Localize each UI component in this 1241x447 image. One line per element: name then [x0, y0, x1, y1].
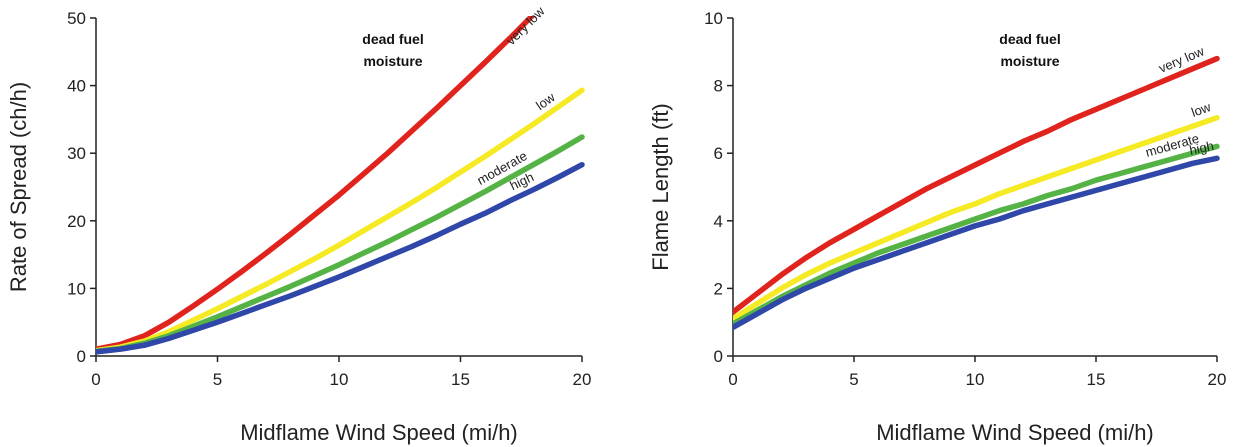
annotation-line: dead fuel: [362, 31, 423, 47]
y-tick-label: 10: [704, 9, 723, 28]
x-tick-label: 10: [966, 370, 985, 389]
series-line-very-low: [733, 55, 1220, 315]
y-tick-label: 8: [714, 77, 723, 96]
y-tick-label: 40: [67, 77, 86, 96]
series-line-moderate: [733, 143, 1220, 327]
x-axis-label: Midflame Wind Speed (mi/h): [876, 420, 1154, 445]
x-tick-label: 15: [451, 370, 470, 389]
y-tick-label: 0: [714, 347, 723, 366]
series-line-moderate: [96, 134, 585, 355]
annotation-line: moisture: [363, 53, 422, 69]
x-axis-label: Midflame Wind Speed (mi/h): [240, 420, 518, 445]
x-tick-label: 0: [91, 370, 100, 389]
annotation-line: moisture: [1000, 53, 1059, 69]
series-line-low: [96, 87, 585, 354]
y-axis-label: Flame Length (ft): [648, 103, 673, 271]
x-tick-label: 20: [1208, 370, 1227, 389]
series-group: [733, 55, 1220, 331]
series-line-low: [733, 114, 1220, 322]
x-tick-label: 5: [849, 370, 858, 389]
y-tick-label: 30: [67, 144, 86, 163]
y-axis-label: Rate of Spread (ch/h): [6, 82, 31, 292]
y-tick-label: 6: [714, 144, 723, 163]
series-line-high: [96, 161, 585, 355]
y-tick-label: 0: [77, 347, 86, 366]
flame-length-chart: 0 2 4 6 8 10 0 5 10 15 20 Midflame Wind Speed (mi/h…: [648, 9, 1227, 445]
y-tick-label: 20: [67, 212, 86, 231]
y-tick-label: 2: [714, 279, 723, 298]
series-group: [96, 16, 585, 355]
series-label-high: high: [1188, 138, 1215, 158]
x-tick-label: 5: [213, 370, 222, 389]
series-line-very-low: [96, 16, 536, 352]
annotation-line: dead fuel: [999, 31, 1060, 47]
x-tick-label: 0: [728, 370, 737, 389]
x-tick-label: 20: [573, 370, 592, 389]
series-label-very-low: very low: [503, 3, 548, 48]
x-tick-label: 10: [330, 370, 349, 389]
rate-of-spread-chart: 0 10 20 30 40 50 0 5 10 15 20 Midflame Wind Speed (…: [6, 3, 592, 445]
x-tick-label: 15: [1087, 370, 1106, 389]
y-tick-label: 10: [67, 279, 86, 298]
series-label-low: low: [1189, 99, 1213, 120]
y-tick-label: 50: [67, 9, 86, 28]
y-tick-label: 4: [714, 212, 723, 231]
series-line-high: [733, 155, 1220, 331]
